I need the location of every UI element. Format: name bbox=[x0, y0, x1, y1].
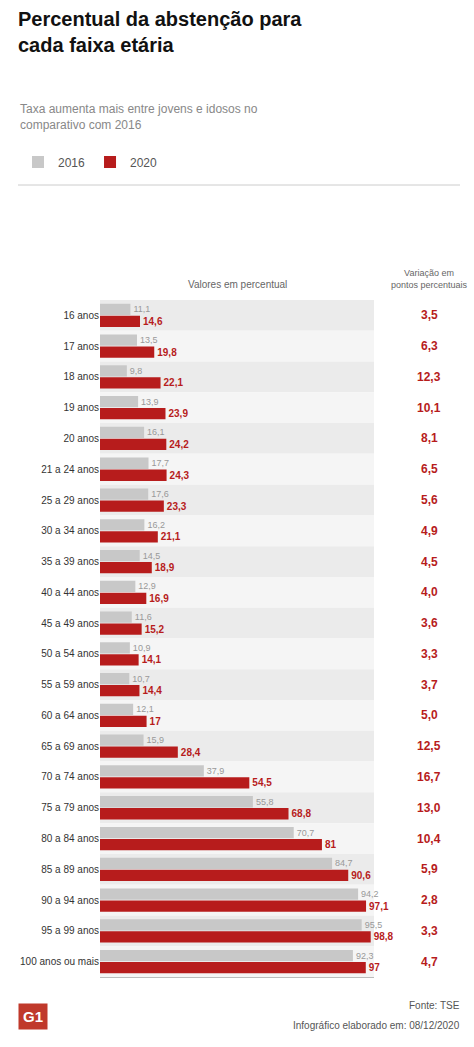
svg-text:14,5: 14,5 bbox=[143, 551, 161, 561]
svg-text:5,6: 5,6 bbox=[421, 493, 438, 507]
svg-text:10,1: 10,1 bbox=[417, 401, 441, 415]
svg-text:12,9: 12,9 bbox=[138, 581, 156, 591]
svg-text:84,7: 84,7 bbox=[335, 858, 353, 868]
svg-text:70,7: 70,7 bbox=[297, 828, 315, 838]
svg-text:10,4: 10,4 bbox=[417, 832, 441, 846]
svg-text:90 a 94 anos: 90 a 94 anos bbox=[41, 895, 99, 906]
svg-text:17: 17 bbox=[150, 716, 162, 727]
svg-text:11,1: 11,1 bbox=[133, 304, 150, 314]
svg-text:97,1: 97,1 bbox=[369, 901, 389, 912]
svg-text:68,8: 68,8 bbox=[292, 808, 312, 819]
svg-text:12,3: 12,3 bbox=[417, 370, 441, 384]
svg-text:40 a 44 anos: 40 a 44 anos bbox=[41, 587, 99, 598]
svg-text:90,6: 90,6 bbox=[351, 870, 371, 881]
svg-text:13,5: 13,5 bbox=[140, 335, 158, 345]
svg-text:70 a 74 anos: 70 a 74 anos bbox=[41, 771, 99, 782]
svg-text:G1: G1 bbox=[23, 1008, 43, 1025]
svg-text:81: 81 bbox=[325, 839, 337, 850]
svg-text:55,8: 55,8 bbox=[256, 797, 274, 807]
svg-text:Percentual da abstenção paraca: Percentual da abstenção paracada faixa e… bbox=[18, 8, 302, 56]
svg-text:95,5: 95,5 bbox=[365, 920, 383, 930]
svg-text:85 a 89 anos: 85 a 89 anos bbox=[41, 864, 99, 875]
svg-text:19 anos: 19 anos bbox=[63, 402, 99, 413]
svg-text:13,9: 13,9 bbox=[141, 397, 159, 407]
svg-text:22,1: 22,1 bbox=[164, 377, 184, 388]
svg-text:80 a 84 anos: 80 a 84 anos bbox=[41, 833, 99, 844]
svg-text:12,1: 12,1 bbox=[136, 704, 154, 714]
svg-text:4,5: 4,5 bbox=[421, 555, 438, 569]
svg-text:5,9: 5,9 bbox=[421, 862, 438, 876]
svg-text:Fonte: TSE: Fonte: TSE bbox=[409, 1000, 460, 1011]
svg-text:20 anos: 20 anos bbox=[63, 433, 99, 444]
svg-text:92,3: 92,3 bbox=[356, 951, 374, 961]
svg-text:3,3: 3,3 bbox=[421, 924, 438, 938]
svg-text:16,9: 16,9 bbox=[149, 593, 169, 604]
svg-text:17,7: 17,7 bbox=[152, 458, 170, 468]
svg-text:37,9: 37,9 bbox=[207, 766, 225, 776]
svg-text:24,3: 24,3 bbox=[170, 470, 190, 481]
svg-text:16,1: 16,1 bbox=[147, 427, 165, 437]
svg-text:23,9: 23,9 bbox=[168, 408, 188, 419]
svg-text:4,0: 4,0 bbox=[421, 585, 438, 599]
svg-text:65 a 69 anos: 65 a 69 anos bbox=[41, 741, 99, 752]
svg-text:18,9: 18,9 bbox=[155, 562, 175, 573]
svg-text:15,2: 15,2 bbox=[145, 624, 165, 635]
svg-text:3,6: 3,6 bbox=[421, 616, 438, 630]
svg-text:15,9: 15,9 bbox=[147, 735, 165, 745]
svg-text:2020: 2020 bbox=[130, 156, 157, 170]
svg-text:35 a 39 anos: 35 a 39 anos bbox=[41, 556, 99, 567]
svg-text:14,1: 14,1 bbox=[142, 654, 162, 665]
svg-text:17 anos: 17 anos bbox=[63, 341, 99, 352]
svg-text:25 a 29 anos: 25 a 29 anos bbox=[41, 495, 99, 506]
svg-text:8,1: 8,1 bbox=[421, 431, 438, 445]
svg-text:18 anos: 18 anos bbox=[63, 371, 99, 382]
svg-text:2016: 2016 bbox=[58, 156, 85, 170]
svg-text:5,0: 5,0 bbox=[421, 708, 438, 722]
svg-text:21 a 24 anos: 21 a 24 anos bbox=[41, 464, 99, 475]
svg-text:95 a 99 anos: 95 a 99 anos bbox=[41, 925, 99, 936]
svg-text:6,5: 6,5 bbox=[421, 462, 438, 476]
svg-text:3,5: 3,5 bbox=[421, 308, 438, 322]
svg-text:11,6: 11,6 bbox=[135, 612, 152, 622]
svg-text:30 a 34 anos: 30 a 34 anos bbox=[41, 525, 99, 536]
svg-text:Variação empontos percentuais: Variação empontos percentuais bbox=[391, 268, 468, 290]
svg-text:23,3: 23,3 bbox=[167, 501, 187, 512]
svg-text:9,8: 9,8 bbox=[130, 366, 143, 376]
svg-text:24,2: 24,2 bbox=[169, 439, 189, 450]
svg-text:97: 97 bbox=[369, 962, 381, 973]
svg-text:45 a 49 anos: 45 a 49 anos bbox=[41, 618, 99, 629]
svg-text:54,5: 54,5 bbox=[252, 777, 272, 788]
svg-text:10,7: 10,7 bbox=[132, 674, 150, 684]
svg-text:14,6: 14,6 bbox=[143, 316, 163, 327]
svg-text:Valores em percentual: Valores em percentual bbox=[188, 279, 287, 290]
svg-text:4,7: 4,7 bbox=[421, 955, 438, 969]
svg-text:12,5: 12,5 bbox=[417, 739, 441, 753]
svg-text:3,3: 3,3 bbox=[421, 647, 438, 661]
svg-text:16,7: 16,7 bbox=[417, 770, 441, 784]
svg-text:98,8: 98,8 bbox=[374, 931, 394, 942]
svg-text:75 a 79 anos: 75 a 79 anos bbox=[41, 802, 99, 813]
svg-text:60 a 64 anos: 60 a 64 anos bbox=[41, 710, 99, 721]
svg-text:Infográfico elaborado em: 08/1: Infográfico elaborado em: 08/12/2020 bbox=[293, 1020, 460, 1031]
svg-text:17,6: 17,6 bbox=[151, 489, 169, 499]
svg-text:Taxa aumenta mais entre jovens: Taxa aumenta mais entre jovens e idosos … bbox=[20, 102, 258, 132]
svg-text:50 a 54 anos: 50 a 54 anos bbox=[41, 648, 99, 659]
svg-text:94,2: 94,2 bbox=[361, 889, 379, 899]
svg-text:100 anos ou mais: 100 anos ou mais bbox=[20, 956, 99, 967]
svg-text:3,7: 3,7 bbox=[421, 678, 438, 692]
svg-text:4,9: 4,9 bbox=[421, 524, 438, 538]
svg-text:16 anos: 16 anos bbox=[63, 310, 99, 321]
svg-text:13,0: 13,0 bbox=[417, 801, 441, 815]
svg-text:19,8: 19,8 bbox=[157, 347, 177, 358]
svg-text:55 a 59 anos: 55 a 59 anos bbox=[41, 679, 99, 690]
svg-text:10,9: 10,9 bbox=[133, 643, 151, 653]
svg-text:6,3: 6,3 bbox=[421, 339, 438, 353]
svg-text:28,4: 28,4 bbox=[181, 747, 201, 758]
svg-text:2,8: 2,8 bbox=[421, 893, 438, 907]
svg-text:21,1: 21,1 bbox=[161, 531, 181, 542]
svg-text:16,2: 16,2 bbox=[147, 520, 165, 530]
svg-text:14,4: 14,4 bbox=[142, 685, 162, 696]
